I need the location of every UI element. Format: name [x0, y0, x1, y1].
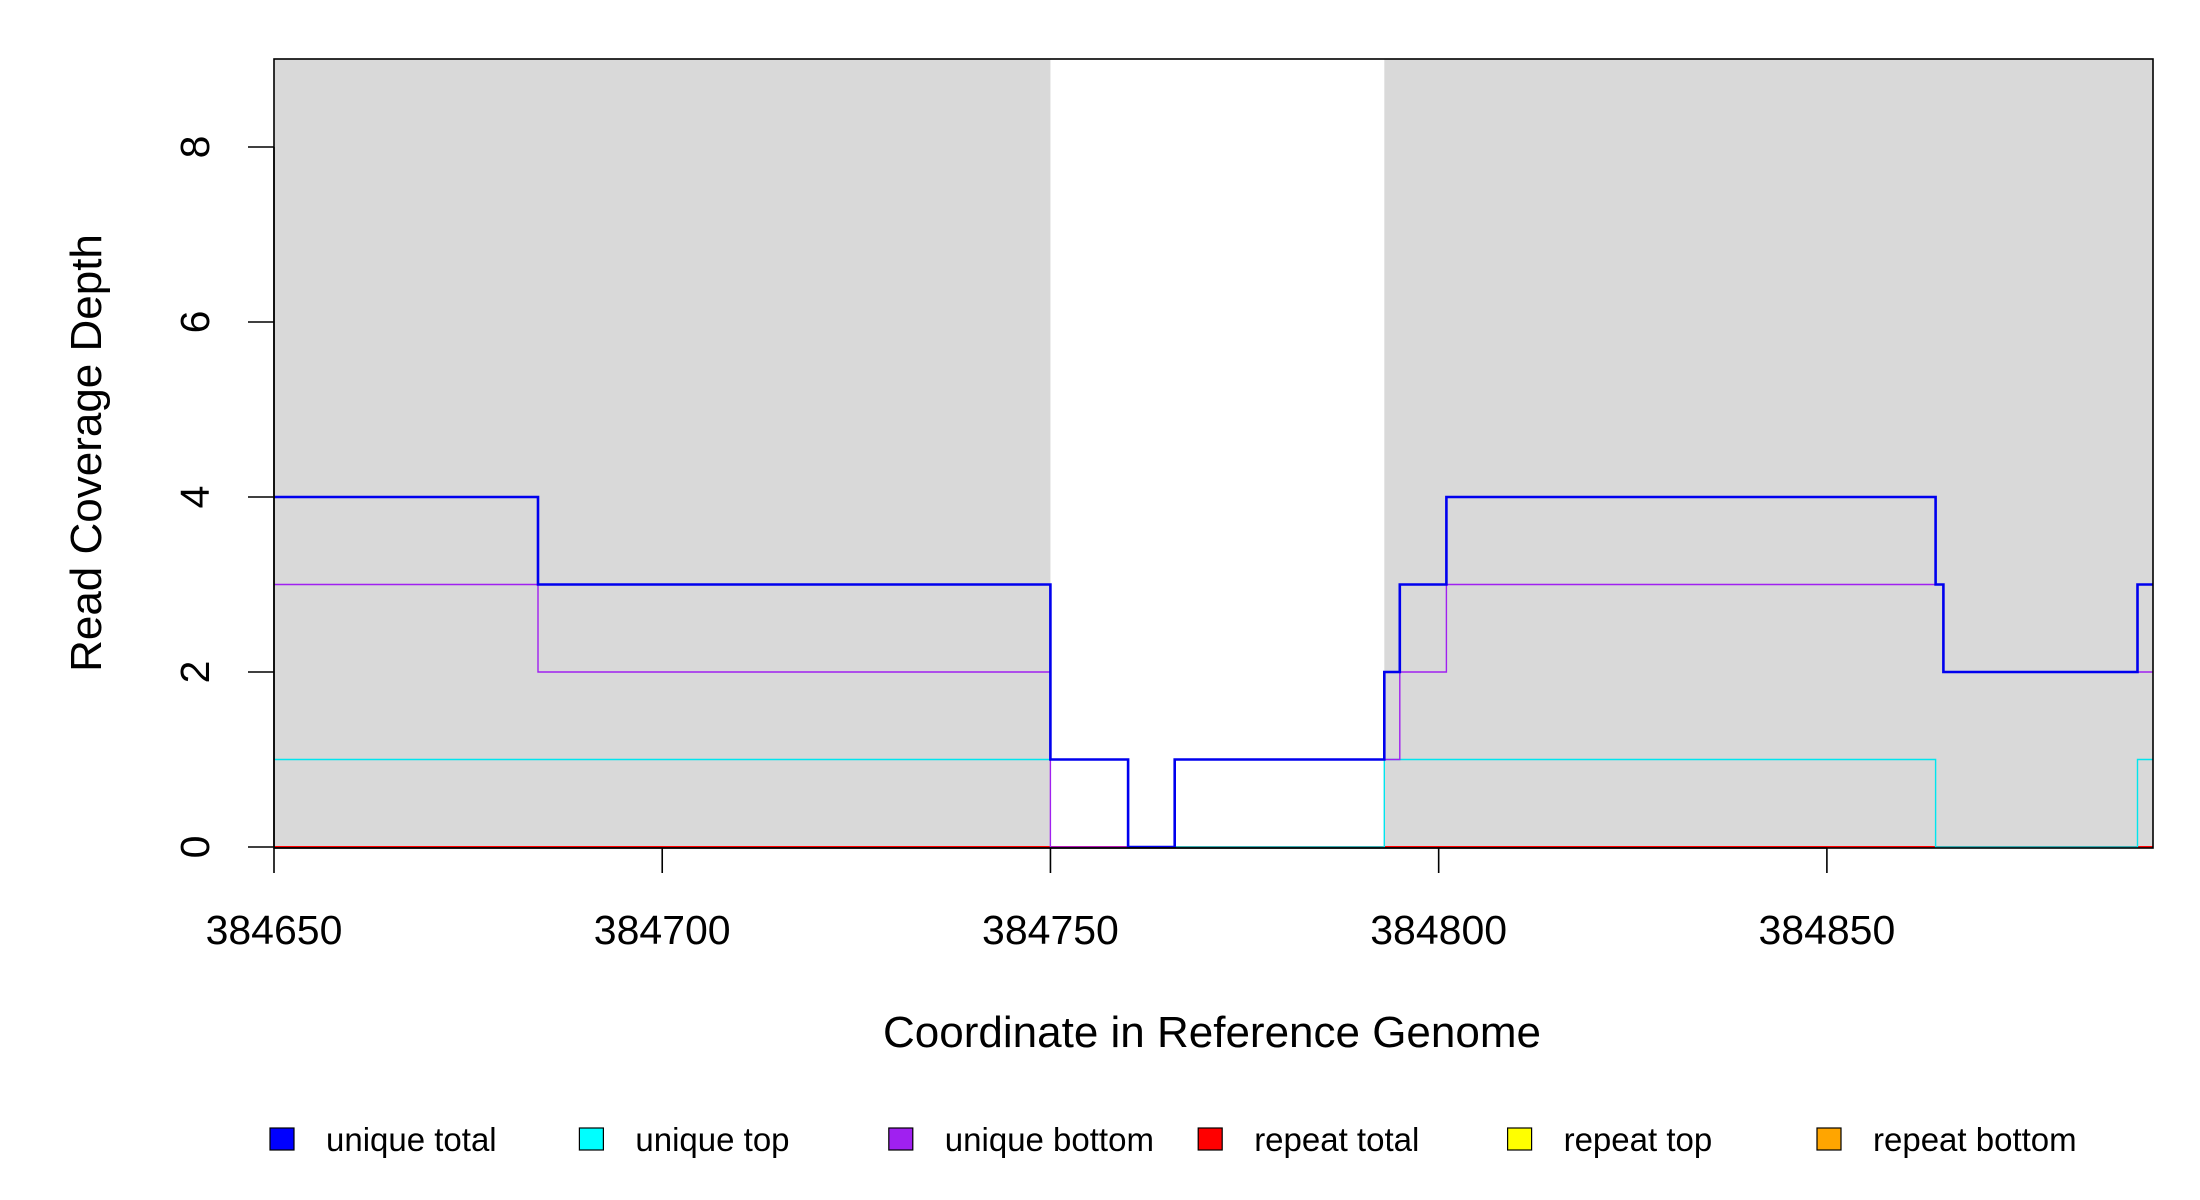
legend-item-unique-total: unique total [269, 1121, 497, 1158]
x-axis: 384650 384700 384750 384800 384850 [206, 847, 1895, 953]
y-axis-title: Read Coverage Depth [62, 234, 111, 672]
legend-swatch [269, 1127, 295, 1151]
y-axis: 0 2 4 6 8 [172, 136, 275, 859]
legend-label: repeat top [1564, 1121, 1713, 1158]
x-tick-label: 384650 [206, 907, 343, 953]
y-tick-label: 6 [172, 311, 218, 334]
legend-item-repeat-bottom: repeat bottom [1816, 1121, 2077, 1158]
shaded-region-2 [1384, 59, 2153, 848]
y-tick-label: 0 [172, 836, 218, 859]
legend-swatch [1816, 1127, 1842, 1151]
x-tick-label: 384750 [982, 907, 1119, 953]
legend-swatch [888, 1127, 914, 1151]
legend-swatch [1506, 1127, 1533, 1151]
legend: unique total unique top unique bottom repea… [269, 1121, 2077, 1158]
x-tick-label: 384850 [1758, 907, 1895, 953]
legend-label: unique top [635, 1121, 789, 1158]
x-tick-label: 384700 [594, 907, 731, 953]
legend-swatch [1197, 1127, 1223, 1151]
legend-item-unique-top: unique top [578, 1121, 790, 1158]
legend-label: repeat total [1254, 1121, 1419, 1158]
legend-label: unique bottom [945, 1121, 1154, 1158]
legend-label: unique total [326, 1121, 497, 1158]
y-tick-label: 8 [172, 136, 218, 159]
legend-label: repeat bottom [1873, 1121, 2077, 1158]
legend-item-unique-bottom: unique bottom [888, 1121, 1154, 1158]
series-line-unique-total [274, 495, 2153, 849]
legend-swatch [578, 1127, 605, 1151]
shaded-regions [274, 59, 2153, 848]
legend-item-repeat-top: repeat top [1506, 1121, 1713, 1158]
legend-item-repeat-total: repeat total [1197, 1121, 1419, 1158]
x-axis-title: Coordinate in Reference Genome [883, 1008, 1541, 1057]
y-tick-label: 4 [172, 486, 218, 509]
shaded-region-1 [274, 59, 1051, 848]
series-lines [274, 495, 2153, 849]
x-tick-label: 384800 [1370, 907, 1507, 953]
y-tick-label: 2 [172, 661, 218, 684]
